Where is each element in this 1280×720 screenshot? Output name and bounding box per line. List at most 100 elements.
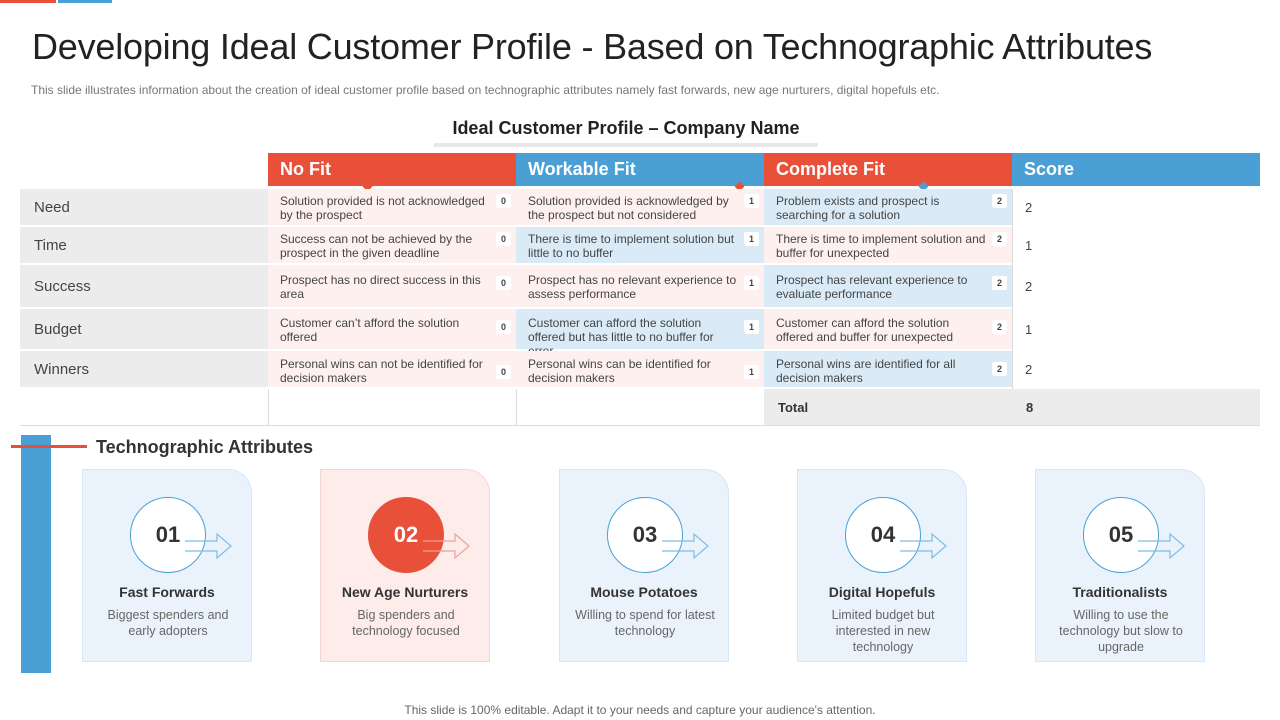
cell-text: Personal wins can be identified for deci…	[528, 357, 711, 385]
card-description: Willing to use the technology but slow t…	[1059, 608, 1183, 654]
card-description: Limited budget but interested in new tec…	[831, 608, 935, 654]
score-badge: 1	[744, 232, 759, 246]
cell-text: Solution provided is acknowledged by the…	[528, 194, 729, 222]
cell-text: Customer can’t afford the solution offer…	[280, 316, 460, 344]
cell-success-no-fit: Prospect has no direct success in this a…	[268, 265, 516, 307]
cell-time-complete-fit: There is time to implement solution and …	[764, 227, 1012, 263]
cell-text: Success can not be achieved by the prosp…	[280, 232, 473, 260]
header-score-label: Score	[1024, 159, 1075, 179]
card-title: Fast Forwards	[119, 584, 215, 600]
cell-text: Personal wins can not be identified for …	[280, 357, 483, 385]
arrow-right-icon	[1138, 532, 1185, 560]
cell-budget-no-fit: Customer can’t afford the solution offer…	[268, 309, 516, 349]
arrow-right-icon	[423, 532, 470, 560]
accent-bar-red	[0, 0, 56, 3]
score-badge: 2	[992, 232, 1007, 246]
cell-need-complete-fit: Problem exists and prospect is searching…	[764, 189, 1012, 225]
header-score: Score	[1012, 153, 1260, 186]
attribute-card-05: 05 Traditionalists Willing to use the te…	[1035, 469, 1205, 662]
card-description: Willing to spend for latest technology	[575, 608, 715, 638]
cell-time-workable-fit: There is time to implement solution but …	[516, 227, 764, 263]
cell-winners-no-fit: Personal wins can not be identified for …	[268, 351, 516, 387]
score-badge: 1	[744, 194, 759, 208]
header-workable-fit: Workable Fit	[516, 153, 764, 192]
score-success: 2	[1025, 278, 1033, 294]
score-winners: 2	[1025, 361, 1033, 377]
cell-text: There is time to implement solution and …	[776, 232, 986, 260]
score-badge: 1	[744, 276, 759, 290]
card-title: Mouse Potatoes	[590, 584, 698, 600]
attribute-card-01: 01 Fast Forwards Biggest spenders and ea…	[82, 469, 252, 662]
row-label-need: Need	[20, 189, 268, 225]
number-circle: 01	[130, 497, 206, 573]
cell-text: Problem exists and prospect is searching…	[776, 194, 940, 222]
card-title: Traditionalists	[1072, 584, 1168, 600]
section-accent-line	[11, 445, 87, 448]
cell-budget-complete-fit: Customer can afford the solution offered…	[764, 309, 1012, 349]
cell-text: Prospect has relevant experience to eval…	[776, 273, 968, 301]
cell-budget-workable-fit: Customer can afford the solution offered…	[516, 309, 764, 358]
side-accent-bar	[21, 435, 51, 673]
cell-success-complete-fit: Prospect has relevant experience to eval…	[764, 265, 1012, 307]
table-title: Ideal Customer Profile – Company Name	[452, 118, 800, 138]
table-bottom-line	[20, 425, 1260, 426]
cell-text: Customer can afford the solution offered…	[776, 316, 954, 344]
score-badge: 0	[496, 232, 511, 246]
cell-need-no-fit: Solution provided is not acknowledged by…	[268, 189, 516, 225]
score-badge: 2	[992, 276, 1007, 290]
card-title: New Age Nurturers	[341, 584, 469, 600]
score-need: 2	[1025, 199, 1033, 215]
number-circle: 05	[1083, 497, 1159, 573]
score-badge: 0	[496, 276, 511, 290]
cell-text: There is time to implement solution but …	[528, 232, 735, 260]
number-circle: 02	[368, 497, 444, 573]
section-title: Technographic Attributes	[96, 437, 314, 457]
accent-bar-blue	[58, 0, 112, 3]
header-complete-fit: Complete Fit	[764, 153, 1012, 192]
row-label-time: Time	[20, 227, 268, 263]
cell-text: Prospect has no relevant experience to a…	[528, 273, 737, 301]
number-circle: 03	[607, 497, 683, 573]
score-badge: 0	[496, 194, 511, 208]
header-no-fit: No Fit	[268, 153, 516, 192]
row-label-winners: Winners	[20, 351, 268, 387]
page-title: Developing Ideal Customer Profile - Base…	[32, 26, 1153, 67]
score-time: 1	[1025, 237, 1033, 253]
attribute-card-02: 02 New Age Nurturers Big spenders and te…	[320, 469, 490, 662]
score-badge: 0	[496, 365, 511, 379]
total-value: 8	[1012, 389, 1260, 425]
cell-need-workable-fit: Solution provided is acknowledged by the…	[516, 189, 764, 225]
table-title-underline	[434, 143, 818, 147]
cell-text: Solution provided is not acknowledged by…	[280, 194, 485, 222]
card-description: Biggest spenders and early adopters	[107, 608, 229, 638]
arrow-right-icon	[185, 532, 232, 560]
number-circle: 04	[845, 497, 921, 573]
card-description: Big spenders and technology focused	[352, 608, 460, 638]
header-no-fit-label: No Fit	[280, 159, 331, 179]
score-badge: 2	[992, 320, 1007, 334]
arrow-right-icon	[662, 532, 709, 560]
header-complete-fit-label: Complete Fit	[776, 159, 886, 179]
arrow-right-icon	[900, 532, 947, 560]
grid-line	[1012, 189, 1013, 389]
score-badge: 1	[744, 320, 759, 334]
row-label-budget: Budget	[20, 309, 268, 349]
cell-text: Personal wins are identified for all dec…	[776, 357, 956, 385]
cell-winners-complete-fit: Personal wins are identified for all dec…	[764, 351, 1012, 387]
attribute-card-04: 04 Digital Hopefuls Limited budget but i…	[797, 469, 967, 662]
attribute-card-03: 03 Mouse Potatoes Willing to spend for l…	[559, 469, 729, 662]
cell-success-workable-fit: Prospect has no relevant experience to a…	[516, 265, 764, 307]
cell-winners-workable-fit: Personal wins can be identified for deci…	[516, 351, 764, 387]
score-badge: 1	[744, 365, 759, 379]
cell-time-no-fit: Success can not be achieved by the prosp…	[268, 227, 516, 263]
row-label-success: Success	[20, 265, 268, 307]
cell-text: Prospect has no direct success in this a…	[280, 273, 481, 301]
total-label: Total	[764, 389, 1012, 425]
header-workable-fit-label: Workable Fit	[528, 159, 636, 179]
grid-line	[516, 389, 517, 426]
page-subtitle: This slide illustrates information about…	[31, 83, 940, 97]
score-badge: 0	[496, 320, 511, 334]
grid-line	[268, 389, 269, 426]
score-badge: 2	[992, 362, 1007, 376]
score-badge: 2	[992, 194, 1007, 208]
